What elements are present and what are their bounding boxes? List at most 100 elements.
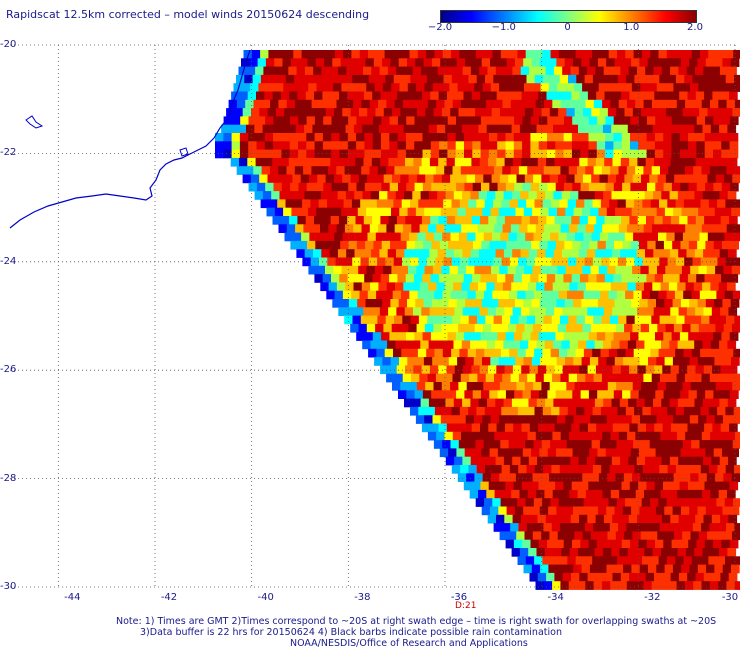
wind-cell — [590, 207, 599, 217]
wind-cell — [512, 456, 521, 466]
wind-cell — [497, 141, 506, 150]
wind-cell — [549, 473, 558, 482]
wind-cell — [247, 157, 256, 167]
wind-cell — [595, 365, 605, 375]
wind-cell — [321, 66, 331, 76]
wind-cell — [510, 315, 519, 325]
wind-cell — [685, 124, 695, 134]
wind-cell — [567, 348, 576, 358]
wind-cell — [360, 199, 369, 209]
wind-cell — [318, 199, 328, 209]
wind-cell — [308, 265, 318, 275]
wind-cell — [316, 207, 325, 217]
wind-cell — [454, 307, 464, 316]
wind-cell — [432, 357, 441, 366]
wind-cell — [392, 174, 401, 184]
wind-cell — [267, 174, 277, 184]
wind-cell — [716, 440, 725, 449]
wind-cell — [698, 207, 707, 217]
wind-cell — [700, 199, 710, 209]
wind-cell — [529, 423, 539, 433]
wind-cell — [679, 274, 689, 283]
wind-cell — [611, 249, 621, 258]
wind-cell — [273, 149, 282, 159]
wind-cell — [669, 398, 679, 408]
wind-cell — [374, 83, 384, 92]
wind-cell — [564, 58, 574, 67]
wind-cell — [609, 74, 619, 84]
wind-cell — [262, 191, 272, 200]
wind-cell — [390, 58, 400, 67]
wind-cell — [679, 91, 688, 101]
wind-cell — [694, 398, 704, 408]
wind-cell — [345, 191, 355, 200]
wind-cell — [634, 74, 644, 84]
wind-cell — [532, 415, 541, 424]
longitude-tick-label: -34 — [547, 592, 564, 603]
wind-cell — [595, 514, 605, 524]
wind-cell — [231, 149, 241, 159]
wind-cell — [662, 423, 672, 433]
wind-cell — [657, 473, 666, 482]
wind-cell — [441, 174, 451, 184]
wind-cell — [695, 423, 705, 433]
wind-cell — [614, 448, 623, 458]
wind-cell — [421, 216, 431, 225]
wind-cell — [617, 465, 627, 474]
wind-cell — [505, 539, 515, 549]
wind-cell — [309, 232, 319, 242]
wind-cell — [239, 133, 249, 142]
wind-cell — [302, 199, 311, 209]
wind-cell — [732, 323, 740, 333]
wind-cell — [571, 157, 580, 167]
wind-cell — [314, 91, 323, 101]
wind-cell — [711, 191, 720, 200]
wind-cell — [477, 431, 487, 441]
wind-cell — [283, 207, 292, 217]
wind-cell — [525, 498, 535, 507]
wind-cell — [584, 406, 593, 416]
wind-cell — [663, 539, 672, 549]
wind-cell — [520, 66, 530, 76]
wind-cell — [713, 240, 723, 250]
wind-cell — [727, 548, 737, 557]
wind-cell — [729, 116, 739, 126]
wind-cell — [480, 141, 490, 150]
wind-cell — [612, 157, 622, 167]
wind-cell — [431, 299, 441, 308]
wind-cell — [701, 581, 711, 590]
wind-cell — [528, 124, 537, 134]
wind-cell — [339, 149, 349, 159]
wind-cell — [673, 531, 683, 541]
wind-cell — [384, 232, 393, 242]
wind-cell — [709, 523, 719, 532]
wind-cell — [694, 548, 703, 557]
wind-cell — [314, 274, 324, 283]
wind-cell — [477, 224, 487, 233]
wind-cell — [688, 149, 697, 159]
wind-cell — [465, 299, 474, 308]
wind-cell — [619, 489, 628, 499]
wind-cell — [528, 456, 538, 466]
wind-cell — [716, 50, 726, 59]
wind-cell — [709, 257, 718, 267]
wind-cell — [708, 406, 718, 416]
wind-cell — [647, 299, 657, 308]
wind-cell — [510, 431, 520, 441]
wind-cell — [256, 116, 266, 126]
wind-cell — [592, 556, 601, 565]
wind-cell — [666, 556, 676, 565]
wind-cell — [668, 166, 677, 175]
wind-cell — [329, 191, 338, 200]
wind-cell — [512, 157, 522, 167]
wind-cell — [557, 265, 567, 275]
wind-cell — [642, 199, 652, 209]
wind-cell — [558, 50, 568, 59]
wind-cell — [551, 315, 561, 325]
wind-cell — [731, 564, 740, 574]
wind-cell — [674, 290, 684, 300]
wind-cell — [274, 58, 283, 67]
wind-cell — [563, 274, 573, 283]
wind-cell — [603, 398, 612, 408]
longitude-tick-label: -32 — [644, 592, 661, 603]
